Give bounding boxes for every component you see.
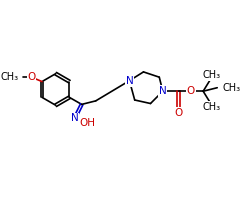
Text: N: N (159, 86, 167, 96)
Text: CH₃: CH₃ (203, 70, 221, 80)
Text: OH: OH (79, 118, 95, 128)
Text: CH₃: CH₃ (222, 83, 240, 93)
Text: O: O (174, 108, 183, 118)
Text: CH₃: CH₃ (0, 72, 18, 82)
Text: O: O (187, 86, 195, 96)
Text: N: N (126, 76, 133, 86)
Text: O: O (27, 72, 36, 82)
Text: N: N (71, 113, 78, 123)
Text: CH₃: CH₃ (203, 102, 221, 112)
